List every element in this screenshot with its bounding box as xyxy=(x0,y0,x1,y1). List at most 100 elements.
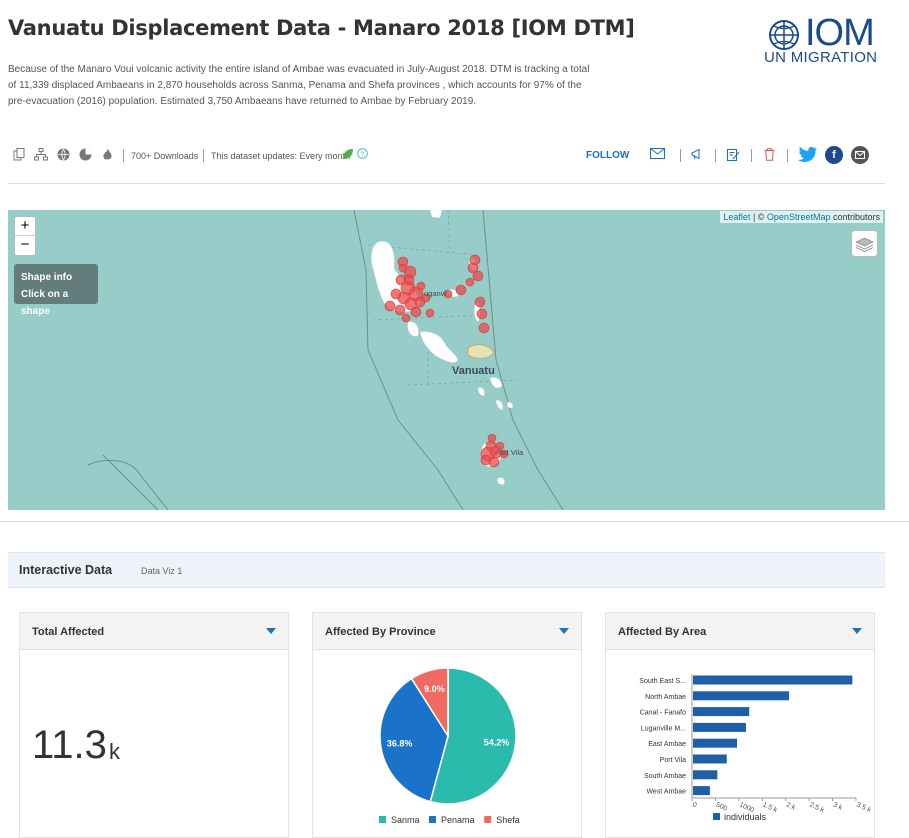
mail-icon[interactable] xyxy=(650,148,665,162)
total-affected-value: 11.3 xyxy=(32,723,107,767)
shape-info-panel: Shape info Click on a shape xyxy=(14,264,98,317)
layers-button[interactable] xyxy=(851,230,878,257)
pie-slice-label: 54.2% xyxy=(484,737,510,747)
card-title: Affected By Province xyxy=(325,626,436,638)
x-tick-label: 2 k xyxy=(785,801,797,812)
total-affected-card: Total Affected 11.3 k xyxy=(19,612,289,838)
chevron-down-icon[interactable] xyxy=(559,628,569,634)
bar[interactable] xyxy=(693,786,710,796)
legend-label: individuals xyxy=(724,812,767,822)
pie-slice-sanma[interactable] xyxy=(429,667,517,805)
email-icon[interactable] xyxy=(851,146,869,164)
bar-category-label: South East S... xyxy=(639,678,686,685)
bar[interactable] xyxy=(693,754,727,764)
bar[interactable] xyxy=(693,722,746,732)
map-label-country: Vanuatu xyxy=(452,365,495,377)
zoom-control: + − xyxy=(14,216,36,256)
card-title: Total Affected xyxy=(32,626,105,638)
trash-icon[interactable] xyxy=(762,148,776,162)
bar[interactable] xyxy=(693,707,750,717)
card-header: Affected By Area xyxy=(606,613,874,650)
area-card: Affected By Area South East S... North Am… xyxy=(605,612,875,838)
card-header: Affected By Province xyxy=(313,613,581,650)
leaflet-link[interactable]: Leaflet xyxy=(723,212,751,222)
network-icon[interactable] xyxy=(34,148,48,162)
legend-swatch xyxy=(484,816,492,823)
shape-info-hint: Click on a shape xyxy=(21,289,69,317)
bar-category-label: North Ambae xyxy=(645,694,686,701)
legend-label: Shefa xyxy=(496,815,520,825)
map-view[interactable]: uganvi Vanuatu Port Vila + − Shape info … xyxy=(8,210,885,510)
legend-swatch xyxy=(713,813,720,820)
un-emblem-icon xyxy=(769,20,799,50)
divider xyxy=(8,183,885,184)
update-frequency: This dataset updates: Every month xyxy=(211,151,351,161)
copy-icon[interactable] xyxy=(12,148,26,162)
x-tick-label: 3.5 k xyxy=(855,801,872,814)
shape-info-title: Shape info xyxy=(21,272,73,283)
chevron-down-icon[interactable] xyxy=(852,628,862,634)
osm-link[interactable]: OpenStreetMap xyxy=(766,212,831,222)
page-title: Vanuatu Displacement Data - Manaro 2018 … xyxy=(8,16,635,40)
dataset-description: Because of the Manaro Voui volcanic acti… xyxy=(8,64,590,107)
edit-icon[interactable] xyxy=(726,148,740,162)
zoom-out-button[interactable]: − xyxy=(20,236,30,253)
attribution-suffix: contributors xyxy=(830,212,880,222)
download-count: 700+ Downloads xyxy=(131,151,199,161)
map-label-port-vila: Port Vila xyxy=(495,448,524,457)
bar-category-label: Port Vila xyxy=(660,757,686,764)
layers-icon xyxy=(855,237,874,252)
legend-swatch xyxy=(429,816,436,823)
attribution-separator: | © xyxy=(750,212,767,222)
zoom-in-button[interactable]: + xyxy=(15,217,35,236)
bar[interactable] xyxy=(693,770,718,780)
total-affected-unit: k xyxy=(109,739,120,764)
megaphone-icon[interactable] xyxy=(690,148,704,162)
dataset-toolbar: 700+ Downloads This dataset updates: Eve… xyxy=(8,145,885,165)
pie-slice-label: 36.8% xyxy=(387,738,413,748)
logo-subtitle: UN MIGRATION xyxy=(764,49,878,66)
map-attribution: Leaflet | © OpenStreetMap contributors xyxy=(720,211,883,223)
card-header: Total Affected xyxy=(20,613,288,650)
province-card: Affected By Province 54.2% 36.8% 9.0% Sanma… xyxy=(312,612,582,838)
x-tick-label: 500 xyxy=(715,801,729,812)
x-tick-label: 0 xyxy=(691,801,698,809)
legend-label: Sanma xyxy=(391,815,420,825)
area-bar-chart[interactable]: South East S... North Ambae Canal - Fanafo… xyxy=(606,650,874,838)
chevron-down-icon[interactable] xyxy=(266,628,276,634)
pie-slice-label: 9.0% xyxy=(424,684,445,694)
pie-slice-shefa[interactable] xyxy=(410,667,449,739)
info-icon[interactable]: ? xyxy=(355,148,369,162)
flame-icon[interactable] xyxy=(100,148,114,162)
displacement-markers xyxy=(384,254,509,468)
logo-name: IOM xyxy=(805,12,875,54)
pie-icon[interactable] xyxy=(78,148,92,162)
interactive-data-title: Interactive Data xyxy=(19,563,113,577)
bar-category-label: South Ambae xyxy=(644,773,686,780)
tab-data-viz-1[interactable]: Data Viz 1 xyxy=(141,566,183,576)
bar[interactable] xyxy=(693,675,853,685)
bar-category-label: East Ambae xyxy=(648,741,686,748)
map-canvas[interactable]: uganvi Vanuatu Port Vila xyxy=(8,210,885,510)
bar[interactable] xyxy=(693,738,738,748)
twitter-icon[interactable] xyxy=(798,146,818,162)
province-pie-chart[interactable]: 54.2% 36.8% 9.0% Sanma Penama Shefa xyxy=(313,650,581,838)
bar-category-label: Canal - Fanafo xyxy=(640,710,686,717)
x-tick-label: 3 k xyxy=(832,801,844,812)
facebook-icon[interactable]: f xyxy=(825,146,843,164)
legend-swatch xyxy=(379,816,386,823)
interactive-data-header: Interactive Data Data Viz 1 xyxy=(8,552,885,588)
globe-icon[interactable] xyxy=(56,148,70,162)
divider xyxy=(0,521,909,522)
x-tick-label: 2.5 k xyxy=(808,801,825,814)
bar-category-label: West Ambae xyxy=(646,789,686,796)
leaf-icon xyxy=(341,148,355,162)
card-title: Affected By Area xyxy=(618,626,707,638)
iom-logo[interactable]: IOM UN MIGRATION xyxy=(763,12,888,66)
legend-label: Penama xyxy=(441,815,475,825)
map-label-luganville: uganvi xyxy=(424,289,446,298)
bar-category-label: Luganville M... xyxy=(641,725,686,732)
svg-text:?: ? xyxy=(360,151,364,158)
follow-button[interactable]: FOLLOW xyxy=(586,150,630,161)
bar[interactable] xyxy=(693,691,790,701)
